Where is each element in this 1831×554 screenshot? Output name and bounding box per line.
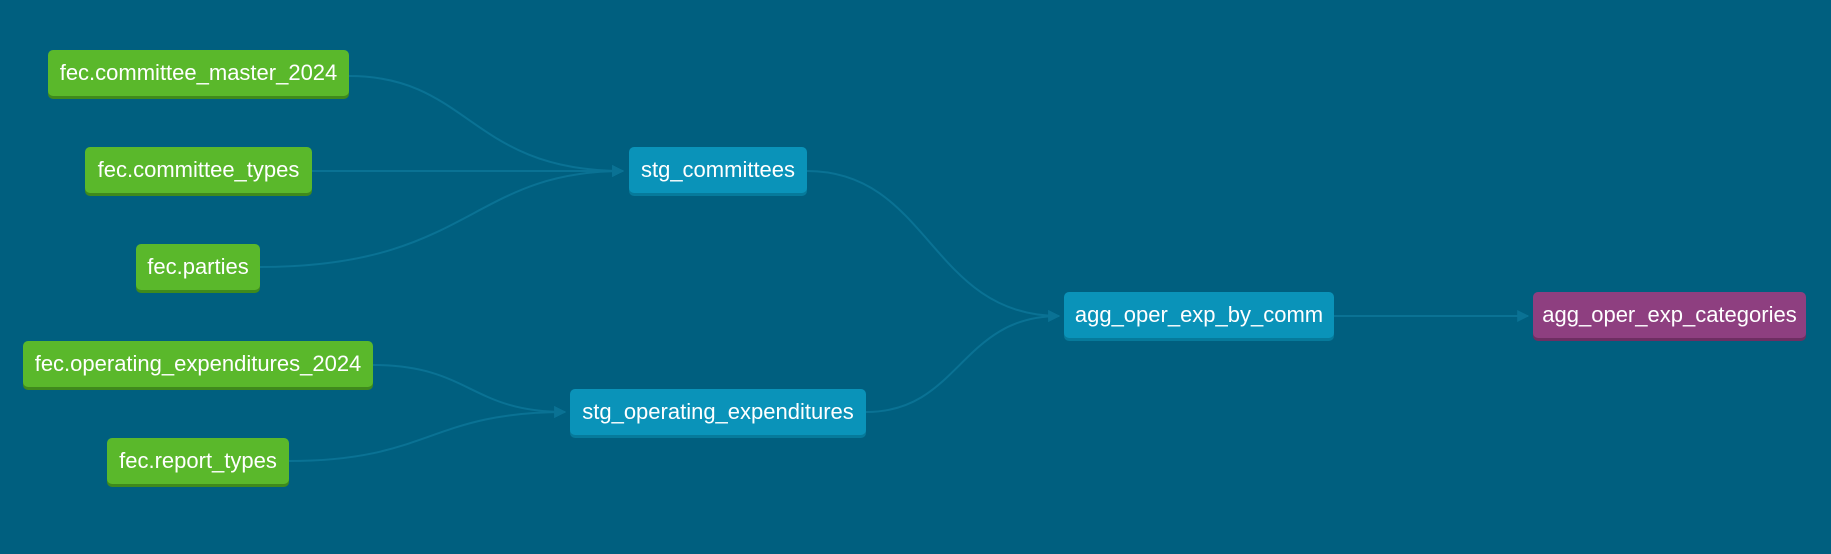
node-operating-expenditures-2024[interactable]: fec.operating_expenditures_2024 [23,341,373,387]
node-parties[interactable]: fec.parties [136,244,260,290]
edge-operating-expenditures-to-stg-operating-expenditures [372,364,567,418]
edge-parties-to-stg-committees [259,165,625,268]
edge-stg-committees-to-agg-by-comm [806,170,1061,322]
edge-report-types-to-stg-operating-expenditures [288,406,567,462]
node-agg-oper-exp-categories[interactable]: agg_oper_exp_categories [1533,292,1806,338]
node-report-types[interactable]: fec.report_types [107,438,289,484]
node-stg-operating-expenditures[interactable]: stg_operating_expenditures [570,389,866,435]
node-committee-master-2024[interactable]: fec.committee_master_2024 [48,50,349,96]
node-agg-oper-exp-by-comm[interactable]: agg_oper_exp_by_comm [1064,292,1334,338]
edge-committee-master-to-stg-committees [348,75,625,177]
node-committee-types[interactable]: fec.committee_types [85,147,312,193]
node-stg-committees[interactable]: stg_committees [629,147,807,193]
edge-stg-operating-expenditures-to-agg-by-comm [865,310,1061,413]
